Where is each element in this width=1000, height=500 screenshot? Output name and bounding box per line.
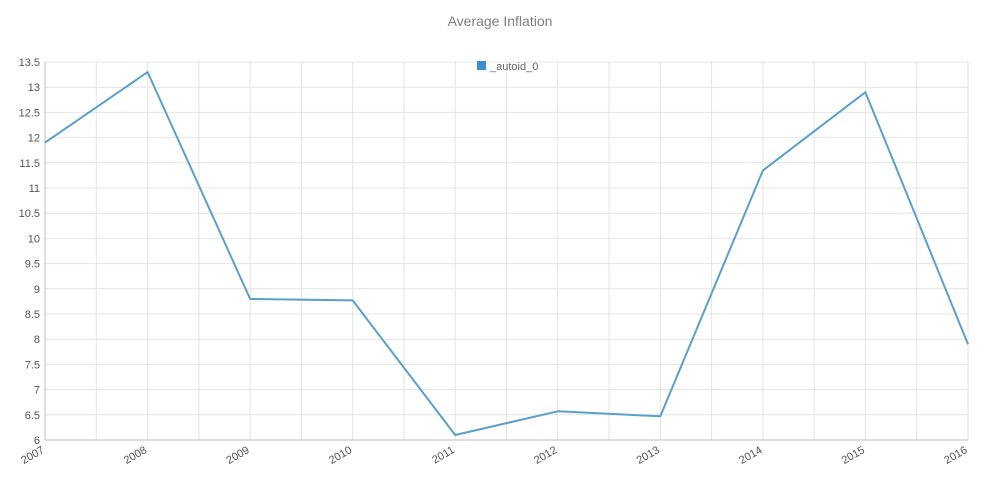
x-tick-label: 2011 bbox=[430, 444, 456, 466]
x-tick-label: 2013 bbox=[635, 444, 662, 467]
y-tick-label: 10 bbox=[28, 233, 40, 245]
data-point bbox=[350, 298, 355, 303]
y-tick-label: 9 bbox=[34, 284, 40, 296]
y-tick-label: 12.5 bbox=[19, 107, 40, 119]
y-tick-label: 10.5 bbox=[19, 208, 40, 220]
series bbox=[43, 70, 971, 437]
x-tick-label: 2009 bbox=[224, 444, 251, 467]
y-tick-label: 7 bbox=[34, 385, 40, 397]
chart-title: Average Inflation bbox=[447, 13, 553, 29]
y-axis-ticks: 6 6.5 7 7.5 8 8.5 9 9.5 10 10.5 11 11.5 12 12.5 13 13.5 bbox=[19, 57, 40, 447]
legend-swatch bbox=[477, 61, 486, 70]
data-point bbox=[145, 70, 150, 75]
y-tick-label: 13.5 bbox=[19, 57, 40, 69]
series-line bbox=[44, 71, 969, 436]
y-tick-label: 11.5 bbox=[19, 158, 40, 170]
axes bbox=[44, 62, 968, 441]
data-point bbox=[658, 414, 663, 419]
x-tick-label: 2008 bbox=[122, 444, 149, 467]
data-point bbox=[248, 296, 253, 301]
x-axis-ticks: 2007 2008 2009 2010 2011 2012 2013 2014 2015 2016 bbox=[19, 444, 969, 467]
data-point bbox=[966, 342, 971, 347]
data-point bbox=[453, 432, 458, 437]
legend-label: _autoid_0 bbox=[489, 61, 538, 73]
data-point bbox=[863, 90, 868, 95]
x-tick-label: 2010 bbox=[327, 444, 354, 467]
grid bbox=[44, 61, 969, 441]
y-tick-label: 8.5 bbox=[25, 309, 40, 321]
data-point bbox=[43, 140, 48, 145]
legend: _autoid_0 bbox=[477, 61, 538, 73]
data-point bbox=[555, 409, 560, 414]
y-tick-label: 6.5 bbox=[25, 410, 40, 422]
x-tick-label: 2016 bbox=[942, 444, 969, 467]
y-tick-label: 13 bbox=[28, 82, 40, 94]
x-tick-label: 2012 bbox=[532, 444, 559, 467]
x-tick-label: 2015 bbox=[840, 444, 867, 467]
y-tick-label: 7.5 bbox=[25, 359, 40, 371]
x-tick-label: 2007 bbox=[19, 444, 46, 467]
y-tick-label: 9.5 bbox=[25, 259, 40, 271]
x-tick-label: 2014 bbox=[737, 444, 764, 467]
y-tick-label: 12 bbox=[28, 133, 40, 145]
y-tick-label: 11 bbox=[29, 183, 40, 195]
y-tick-label: 6 bbox=[34, 435, 40, 447]
y-tick-label: 8 bbox=[34, 334, 40, 346]
data-point bbox=[760, 168, 765, 173]
